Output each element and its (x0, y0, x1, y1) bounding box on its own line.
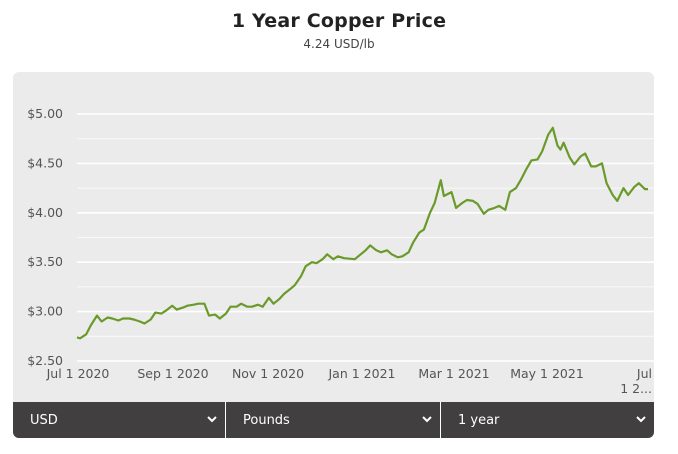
y-tick-label: $2.50 (27, 353, 63, 368)
y-tick-label: $3.00 (27, 304, 63, 319)
chevron-down-icon (636, 416, 646, 423)
unit-select[interactable]: Pounds (225, 402, 440, 438)
y-tick-label: $4.00 (27, 205, 63, 220)
time-range-select-value: 1 year (458, 412, 500, 428)
y-axis: $5.00 $4.50 $4.00 $3.50 $3.00 $2.50 (27, 106, 63, 368)
x-tick-label: Mar 1 2021 (418, 366, 489, 381)
currency-select-value: USD (30, 412, 58, 428)
currency-select[interactable]: USD (13, 402, 225, 438)
x-axis: Jul 1 2020 Sep 1 2020 Nov 1 2020 Jan 1 2021… (46, 366, 652, 396)
chart-panel: $5.00 $4.50 $4.00 $3.50 $3.00 $2.50 Jul 1 202… (13, 72, 654, 438)
x-tick-label: Jan 1 2021 (328, 366, 396, 381)
chevron-down-icon (422, 416, 432, 423)
x-tick-label: Nov 1 2020 (232, 366, 304, 381)
price-chart: $5.00 $4.50 $4.00 $3.50 $3.00 $2.50 Jul 1 202… (27, 106, 654, 396)
y-tick-label: $3.50 (27, 254, 63, 269)
unit-select-value: Pounds (243, 412, 290, 428)
price-line (76, 126, 648, 340)
time-range-select[interactable]: 1 year (440, 402, 654, 438)
x-tick-label: Jul 1 2020 (46, 366, 110, 381)
x-tick-label: May 1 2021 (510, 366, 584, 381)
x-tick-label: Sep 1 2020 (137, 366, 208, 381)
y-tick-label: $4.50 (27, 155, 63, 170)
page-title: 1 Year Copper Price (231, 10, 447, 32)
chevron-down-icon (207, 416, 217, 423)
chart-gridlines (77, 113, 654, 362)
y-tick-label: $5.00 (27, 106, 63, 121)
x-tick-label: Jul 1 2... (620, 366, 652, 396)
chart-controls: USD Pounds 1 year (13, 402, 654, 438)
current-price: 4.24 USD/lb (303, 37, 375, 51)
